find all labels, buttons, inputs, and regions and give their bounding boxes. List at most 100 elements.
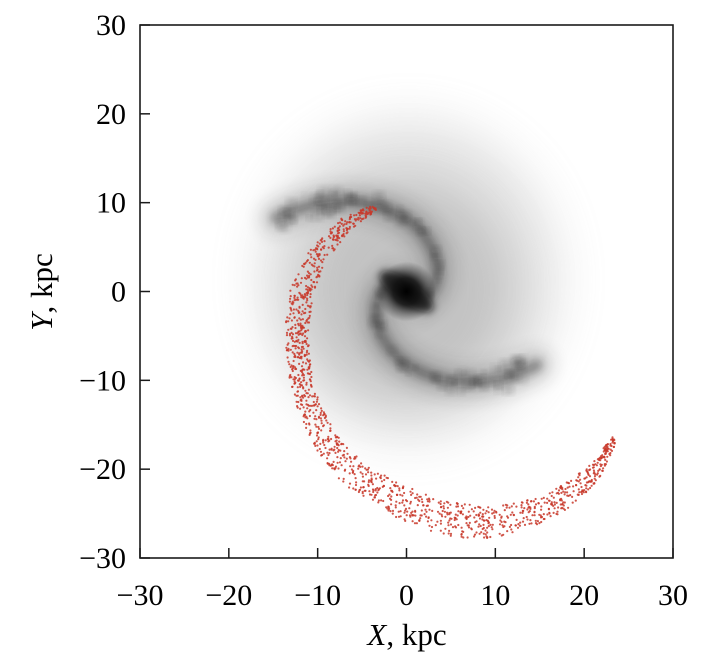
stream-point (590, 480, 593, 483)
stream-point (301, 303, 304, 306)
x-tick-label: 20 (569, 579, 599, 612)
stream-point (373, 473, 376, 476)
x-tick-label: 0 (399, 579, 414, 612)
stream-point (326, 421, 329, 424)
stream-point (546, 513, 549, 516)
stream-point (306, 368, 309, 371)
stream-point (447, 524, 450, 527)
stream-point (321, 266, 324, 269)
stream-point (552, 504, 555, 507)
stream-point (478, 532, 481, 535)
stream-point (419, 517, 422, 520)
stream-point (309, 293, 312, 296)
stream-point (313, 395, 316, 398)
stream-point (312, 249, 315, 252)
stream-point (429, 529, 433, 532)
stream-point (342, 230, 345, 233)
galaxy-clump (285, 210, 293, 217)
stream-point (420, 498, 423, 501)
stream-point (370, 478, 373, 481)
stream-point (299, 351, 302, 354)
stream-point (377, 501, 380, 504)
stream-point (439, 522, 442, 525)
stream-point (332, 238, 335, 241)
stream-point (319, 442, 322, 445)
stream-point (301, 374, 304, 377)
stream-point (397, 515, 401, 518)
stream-point (572, 490, 575, 493)
stream-point (512, 502, 515, 505)
stream-point (328, 452, 331, 455)
stream-point (312, 400, 315, 404)
stream-point (321, 261, 324, 264)
stream-point (302, 265, 305, 268)
galaxy-clump (284, 217, 289, 222)
galaxy-clump (324, 207, 333, 216)
stream-point (307, 252, 310, 255)
stream-point (304, 294, 307, 297)
stream-point (547, 508, 551, 511)
stream-point (306, 359, 310, 362)
stream-point (306, 299, 309, 302)
stream-point (348, 227, 351, 230)
stream-point (542, 496, 545, 499)
stream-point (401, 494, 404, 497)
stream-point (308, 272, 311, 275)
stream-point (431, 509, 434, 512)
stream-point (297, 338, 300, 341)
stream-point (361, 480, 364, 483)
stream-point (434, 524, 437, 527)
stream-point (344, 220, 347, 223)
stream-point (300, 313, 303, 316)
stream-point (306, 407, 309, 410)
stream-point (322, 414, 325, 417)
stream-point (599, 465, 603, 468)
stream-point (371, 498, 375, 501)
stream-point (361, 465, 364, 468)
stream-point (454, 513, 457, 516)
stream-point (308, 274, 311, 277)
stream-point (510, 528, 513, 531)
stream-point (307, 396, 310, 399)
stream-point (308, 433, 311, 436)
stream-point (531, 514, 534, 517)
stream-point (290, 331, 293, 334)
stream-point (414, 509, 417, 512)
stream-point (426, 498, 429, 501)
stream-point (373, 496, 376, 499)
stream-point (399, 510, 402, 513)
stream-point (593, 460, 596, 463)
stream-point (301, 342, 304, 345)
stream-point (342, 228, 345, 231)
stream-point (302, 386, 305, 389)
stream-point (291, 367, 294, 370)
galaxy-core (376, 261, 437, 322)
stream-point (582, 491, 585, 494)
stream-point (337, 222, 340, 225)
stream-point (340, 222, 343, 225)
stream-point (332, 460, 335, 463)
stream-point (343, 450, 346, 453)
galaxy-clump (452, 380, 457, 384)
stream-point (338, 440, 341, 443)
stream-point (593, 471, 596, 474)
stream-point (315, 281, 319, 284)
stream-point (444, 515, 447, 518)
stream-points (285, 205, 616, 540)
stream-point (506, 530, 509, 533)
stream-point (588, 480, 591, 483)
stream-point (535, 523, 539, 526)
stream-point (317, 425, 320, 429)
stream-point (583, 477, 586, 480)
stream-point (526, 499, 529, 502)
stream-point (485, 509, 488, 513)
stream-point (304, 307, 307, 311)
stream-point (522, 517, 525, 520)
stream-point (374, 493, 378, 497)
stream-point (590, 484, 593, 487)
stream-point (299, 399, 302, 402)
stream-point (442, 532, 445, 535)
stream-point (391, 480, 394, 483)
stream-point (343, 469, 346, 472)
galaxy-clump (464, 381, 473, 389)
